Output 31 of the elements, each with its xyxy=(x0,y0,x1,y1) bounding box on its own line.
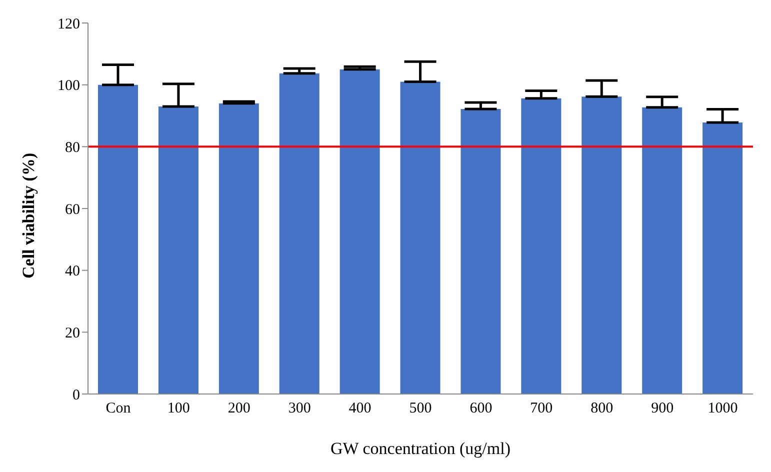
bar xyxy=(400,82,440,394)
bar xyxy=(582,96,622,394)
x-tick-label: 400 xyxy=(348,400,372,417)
bar xyxy=(460,108,501,394)
x-tick-label: 600 xyxy=(470,400,492,417)
bar xyxy=(279,73,320,394)
x-tick-label: Con xyxy=(106,400,132,417)
y-tick-label: 20 xyxy=(65,325,80,342)
y-tick-label: 80 xyxy=(65,140,80,156)
bar xyxy=(158,106,198,394)
x-tick-label: 1000 xyxy=(708,400,738,417)
bar xyxy=(642,107,682,394)
bar xyxy=(340,69,380,394)
y-tick-label: 60 xyxy=(65,202,80,218)
x-axis-title: GW concentration (ug/ml) xyxy=(330,439,511,458)
bar xyxy=(98,84,138,394)
x-tick-label: 900 xyxy=(651,400,674,417)
x-tick-label: 200 xyxy=(228,400,250,417)
bar xyxy=(521,98,562,394)
y-tick-label: 100 xyxy=(58,78,80,94)
x-tick-label: 700 xyxy=(530,400,553,417)
y-tick-label: 40 xyxy=(65,264,80,280)
y-axis-title: Cell viability (%) xyxy=(19,152,38,278)
x-tick-label: 800 xyxy=(590,400,614,417)
y-tick-label: 120 xyxy=(58,16,80,32)
x-tick-label: 300 xyxy=(288,400,311,417)
x-tick-label: 100 xyxy=(167,400,190,417)
y-tick-label: 0 xyxy=(72,387,80,404)
x-tick-label: 500 xyxy=(409,400,432,417)
bar xyxy=(702,122,743,394)
bar xyxy=(218,103,259,394)
